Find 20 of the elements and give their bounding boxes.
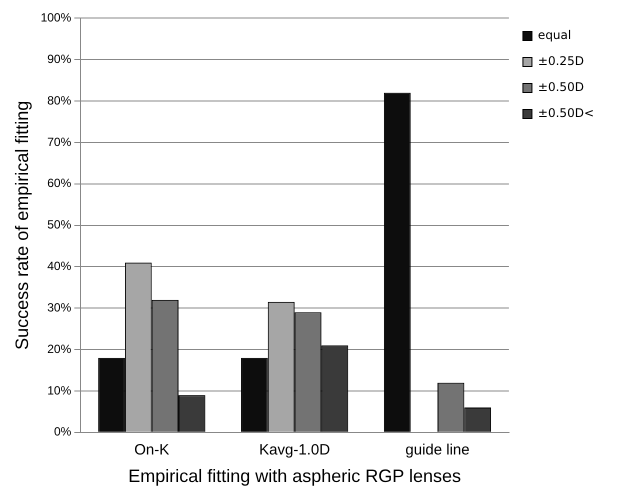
y-tick-label: 20% xyxy=(47,342,72,356)
legend-label: ±0.50D< xyxy=(538,106,594,120)
legend-label: ±0.50D xyxy=(538,80,584,94)
y-tick-label: 70% xyxy=(47,134,72,149)
legend-label: ±0.25D xyxy=(538,54,584,68)
y-tick-label: 50% xyxy=(47,218,72,232)
y-tick-label: 90% xyxy=(47,52,72,66)
y-tick-label: 80% xyxy=(47,93,72,108)
x-tick-label: guide line xyxy=(405,442,470,459)
y-tick-label: 0% xyxy=(54,424,72,439)
y-axis-title: Success rate of empirical fitting xyxy=(12,100,32,350)
y-tick-label: 100% xyxy=(40,10,72,25)
x-tick-label: On-K xyxy=(134,442,170,459)
y-tick-label: 10% xyxy=(47,383,72,398)
x-tick-label: Kavg-1.0D xyxy=(259,442,330,459)
legend-label: equal xyxy=(538,28,572,42)
x-axis-title: Empirical fitting with aspheric RGP lenses xyxy=(128,466,462,486)
y-tick-label: 40% xyxy=(47,259,72,274)
y-tick-label: 60% xyxy=(47,176,72,190)
y-tick-label: 30% xyxy=(47,300,72,314)
